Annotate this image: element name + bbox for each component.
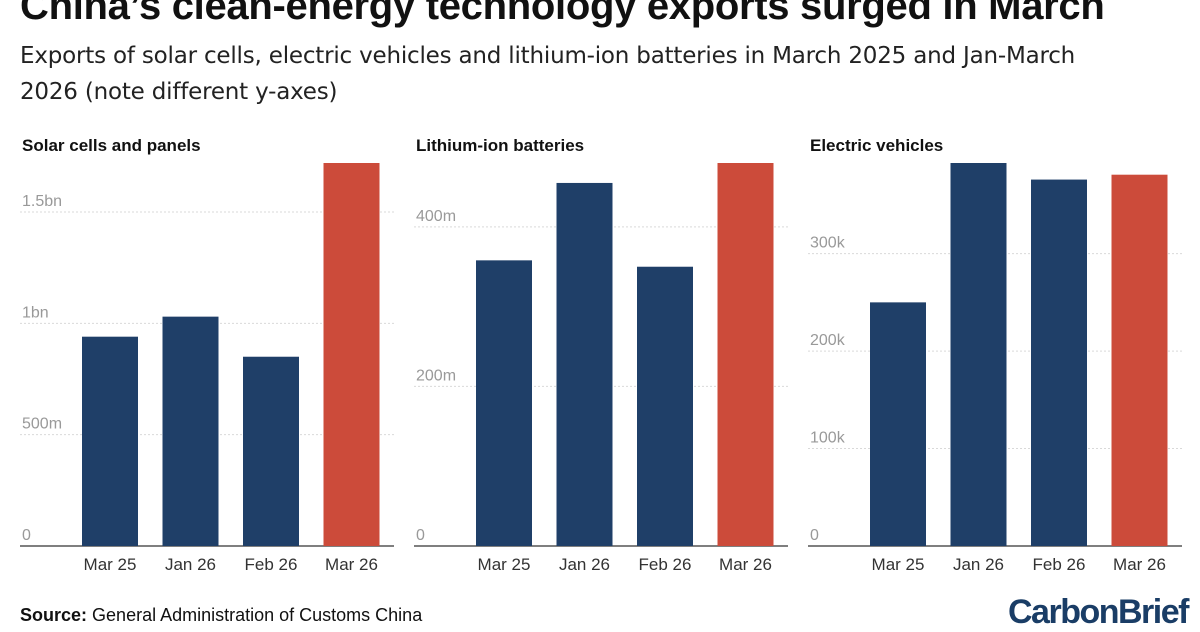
panel-title: Lithium-ion batteries bbox=[416, 136, 584, 155]
source-label: Source: bbox=[20, 605, 88, 625]
bar[interactable] bbox=[162, 316, 219, 546]
x-tick-label: Feb 26 bbox=[245, 555, 298, 574]
y-tick-label: 1bn bbox=[22, 304, 49, 321]
x-tick-label: Mar 26 bbox=[325, 555, 378, 574]
y-tick-label: 1.5bn bbox=[22, 193, 62, 210]
bar[interactable] bbox=[556, 182, 613, 546]
bar[interactable] bbox=[1111, 174, 1168, 547]
chart-title: China’s clean-energy technology exports … bbox=[20, 0, 1105, 28]
x-tick-label: Feb 26 bbox=[1033, 555, 1086, 574]
bar[interactable] bbox=[637, 266, 693, 546]
x-tick-label: Mar 25 bbox=[872, 555, 925, 574]
y-tick-label: 0 bbox=[22, 527, 31, 544]
bar[interactable] bbox=[243, 356, 299, 546]
x-tick-label: Mar 25 bbox=[478, 555, 531, 574]
x-tick-label: Mar 26 bbox=[719, 555, 772, 574]
y-tick-label: 0 bbox=[810, 527, 819, 544]
carbonbrief-logo: CarbonBrief bbox=[1008, 593, 1189, 631]
y-tick-label: 300k bbox=[810, 235, 846, 252]
bar[interactable] bbox=[717, 163, 774, 546]
bar[interactable] bbox=[323, 163, 380, 546]
panel-title: Solar cells and panels bbox=[22, 136, 201, 155]
bar[interactable] bbox=[950, 163, 1007, 546]
x-tick-label: Mar 26 bbox=[1113, 555, 1166, 574]
x-tick-label: Feb 26 bbox=[639, 555, 692, 574]
y-tick-label: 200m bbox=[416, 367, 456, 384]
chart-subtitle: Exports of solar cells, electric vehicle… bbox=[20, 43, 1076, 105]
y-tick-label: 200k bbox=[810, 332, 846, 349]
x-tick-label: Jan 26 bbox=[953, 555, 1004, 574]
y-tick-label: 100k bbox=[810, 430, 846, 447]
panel-title: Electric vehicles bbox=[810, 136, 943, 155]
y-tick-label: 500m bbox=[22, 416, 62, 433]
x-tick-label: Jan 26 bbox=[559, 555, 610, 574]
bar[interactable] bbox=[82, 336, 138, 546]
source-note: Source: General Administration of Custom… bbox=[20, 605, 422, 626]
bar[interactable] bbox=[1031, 179, 1087, 546]
y-tick-label: 0 bbox=[416, 527, 425, 544]
x-tick-label: Mar 25 bbox=[84, 555, 137, 574]
bar[interactable] bbox=[870, 302, 926, 546]
y-tick-label: 400m bbox=[416, 208, 456, 225]
bar[interactable] bbox=[476, 260, 532, 546]
source-text: General Administration of Customs China bbox=[92, 605, 423, 625]
x-tick-label: Jan 26 bbox=[165, 555, 216, 574]
